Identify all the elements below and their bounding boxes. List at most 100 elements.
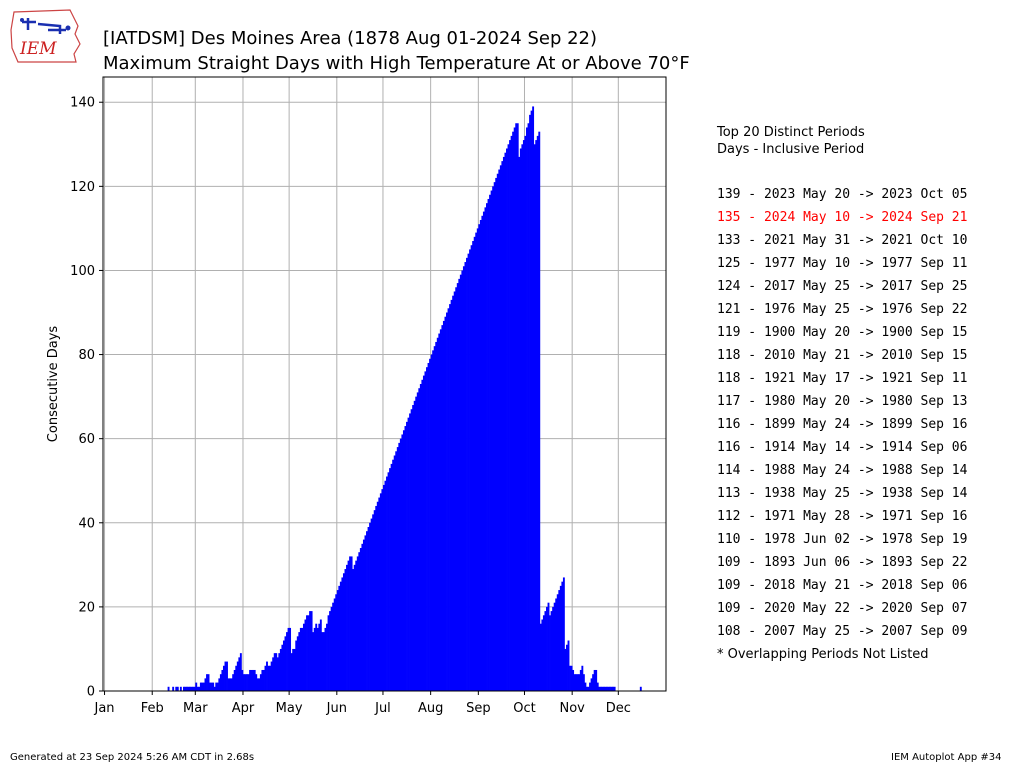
period-entry: 116 - 1914 May 14 -> 1914 Sep 06 bbox=[717, 440, 968, 455]
bar bbox=[530, 110, 533, 691]
bar bbox=[342, 573, 345, 691]
bar bbox=[415, 396, 418, 691]
bar bbox=[555, 598, 558, 691]
bar bbox=[379, 493, 382, 691]
bar bbox=[575, 674, 578, 691]
bar bbox=[435, 341, 438, 691]
bar bbox=[216, 682, 219, 691]
bar bbox=[601, 686, 604, 691]
period-entry: 109 - 2020 May 22 -> 2020 Sep 07 bbox=[717, 601, 968, 616]
period-entry: 109 - 1893 Jun 06 -> 1893 Sep 22 bbox=[717, 555, 968, 570]
bar bbox=[306, 615, 308, 691]
bar bbox=[438, 333, 441, 691]
bar bbox=[489, 194, 491, 691]
bar bbox=[355, 560, 358, 691]
bar bbox=[167, 686, 170, 691]
bar bbox=[293, 648, 296, 691]
bar bbox=[486, 203, 488, 691]
bar bbox=[366, 531, 368, 691]
bar bbox=[499, 165, 502, 691]
bar bbox=[230, 678, 233, 691]
bar bbox=[289, 627, 292, 691]
bar bbox=[250, 669, 253, 691]
bar bbox=[579, 669, 582, 691]
bar bbox=[335, 594, 338, 691]
bar bbox=[261, 669, 264, 691]
y-tick-label: 60 bbox=[78, 432, 95, 447]
bar bbox=[233, 669, 236, 691]
bar bbox=[333, 598, 336, 691]
chart-title-line-1: [IATDSM] Des Moines Area (1878 Aug 01-20… bbox=[103, 28, 598, 49]
bar bbox=[490, 190, 493, 692]
bar bbox=[221, 669, 224, 691]
bar bbox=[255, 674, 258, 691]
bar bbox=[267, 665, 270, 691]
bar bbox=[318, 623, 321, 691]
bar bbox=[384, 480, 387, 691]
bar bbox=[559, 585, 562, 691]
x-tick-label: Mar bbox=[183, 701, 208, 716]
bar bbox=[567, 640, 570, 691]
bar bbox=[606, 686, 608, 691]
bar bbox=[419, 384, 422, 691]
bar bbox=[309, 611, 312, 691]
bar bbox=[501, 161, 504, 692]
bar bbox=[241, 669, 244, 691]
bar bbox=[518, 156, 521, 691]
bar bbox=[312, 632, 315, 691]
bar bbox=[556, 594, 559, 691]
iem-logo: IEM bbox=[10, 9, 81, 63]
bar bbox=[458, 278, 461, 691]
bar bbox=[176, 686, 179, 691]
bar bbox=[239, 653, 242, 691]
bar bbox=[596, 682, 599, 691]
bar bbox=[467, 253, 470, 691]
bar bbox=[272, 657, 275, 691]
bar bbox=[484, 207, 487, 691]
bar bbox=[512, 131, 515, 692]
bar bbox=[396, 447, 399, 691]
bar bbox=[172, 686, 175, 691]
bar bbox=[513, 127, 516, 692]
bar bbox=[562, 577, 565, 691]
x-tick-label: Dec bbox=[606, 701, 631, 716]
bar bbox=[369, 522, 372, 691]
bar bbox=[561, 581, 564, 691]
bar bbox=[576, 674, 579, 691]
bar bbox=[410, 409, 413, 691]
bar bbox=[404, 426, 407, 691]
bar bbox=[519, 148, 522, 692]
bar bbox=[524, 135, 527, 691]
bar bbox=[510, 135, 513, 691]
x-tick-label: Jan bbox=[94, 701, 115, 716]
bar bbox=[470, 245, 473, 691]
bar bbox=[509, 140, 511, 691]
bar bbox=[393, 455, 396, 691]
bar bbox=[441, 325, 444, 691]
bar bbox=[429, 358, 431, 691]
bar bbox=[464, 262, 467, 691]
bar bbox=[515, 123, 518, 691]
bar bbox=[449, 304, 451, 691]
y-tick-label: 20 bbox=[78, 600, 95, 615]
bar bbox=[381, 489, 384, 691]
bar bbox=[362, 539, 365, 691]
bar bbox=[469, 249, 471, 692]
bar bbox=[273, 653, 276, 691]
bar bbox=[459, 274, 462, 691]
footnote: * Overlapping Periods Not Listed bbox=[717, 647, 929, 662]
period-entry: 139 - 2023 May 20 -> 2023 Oct 05 bbox=[717, 187, 968, 202]
period-entry: 117 - 1980 May 20 -> 1980 Sep 13 bbox=[717, 394, 968, 409]
bar bbox=[424, 371, 427, 691]
generated-timestamp: Generated at 23 Sep 2024 5:26 AM CDT in … bbox=[10, 752, 255, 763]
bar bbox=[569, 665, 571, 691]
bar bbox=[353, 564, 356, 691]
bar bbox=[316, 627, 319, 691]
period-entry: 110 - 1978 Jun 02 -> 1978 Sep 19 bbox=[717, 532, 968, 547]
bar bbox=[276, 657, 279, 691]
bar bbox=[321, 632, 324, 691]
bar bbox=[507, 144, 510, 692]
bar bbox=[358, 552, 361, 691]
bar bbox=[456, 283, 459, 691]
bar bbox=[573, 674, 576, 691]
